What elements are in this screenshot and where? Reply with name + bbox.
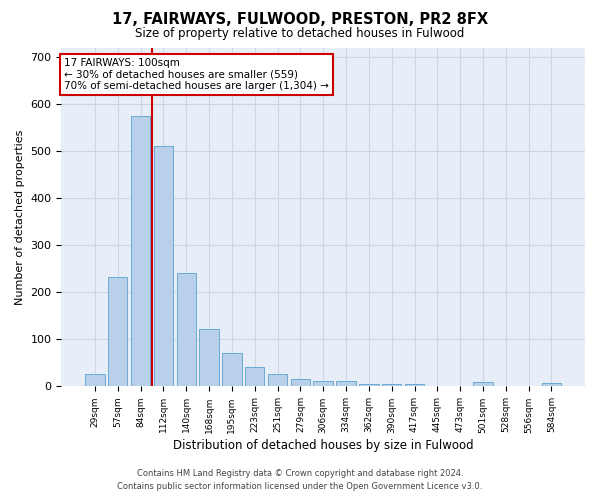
Bar [337,382,356,386]
Bar [290,379,310,386]
Bar [473,382,493,386]
Text: Size of property relative to detached houses in Fulwood: Size of property relative to detached ho… [136,28,464,40]
Bar [108,277,127,386]
Bar [85,374,104,386]
Bar [245,367,265,386]
Bar [359,384,379,386]
Bar [405,384,424,386]
Bar [199,328,219,386]
Bar [382,384,401,386]
Bar [154,146,173,386]
Bar [222,352,242,386]
Bar [268,374,287,386]
Text: 17 FAIRWAYS: 100sqm
← 30% of detached houses are smaller (559)
70% of semi-detac: 17 FAIRWAYS: 100sqm ← 30% of detached ho… [64,58,329,91]
Text: Contains HM Land Registry data © Crown copyright and database right 2024.
Contai: Contains HM Land Registry data © Crown c… [118,470,482,491]
Bar [313,382,333,386]
Text: 17, FAIRWAYS, FULWOOD, PRESTON, PR2 8FX: 17, FAIRWAYS, FULWOOD, PRESTON, PR2 8FX [112,12,488,28]
Bar [131,116,150,386]
Y-axis label: Number of detached properties: Number of detached properties [15,130,25,304]
Bar [176,274,196,386]
X-axis label: Distribution of detached houses by size in Fulwood: Distribution of detached houses by size … [173,440,473,452]
Bar [542,382,561,386]
